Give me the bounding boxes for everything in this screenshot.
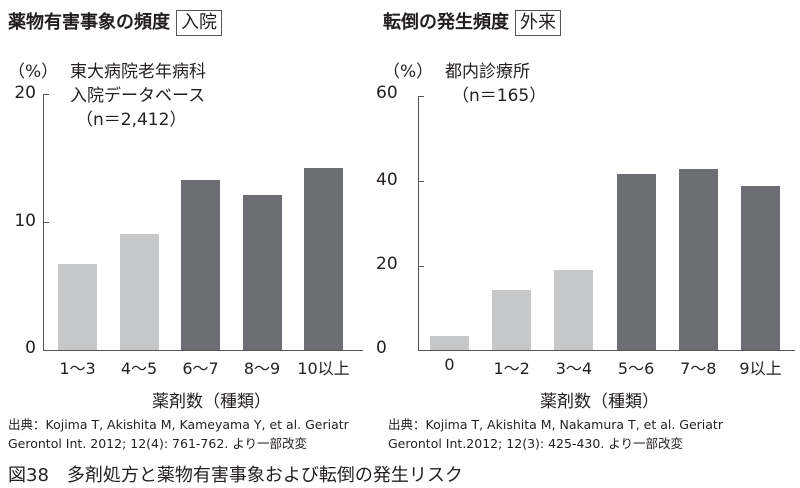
right-chart-title: 転倒の発生頻度 外来	[383, 8, 561, 36]
right-ytick-20: 20	[376, 254, 398, 274]
bar	[181, 179, 220, 350]
right-tag-outpatient: 外来	[515, 10, 561, 36]
right-unit: （%）	[383, 62, 434, 82]
right-ytick-0: 0	[376, 338, 387, 358]
bar	[554, 269, 594, 350]
right-source-line-2: Gerontol Int.2012; 12(3): 425-430. より一部改…	[388, 436, 684, 451]
right-y-axis	[418, 96, 419, 351]
right-x-axis	[418, 350, 795, 351]
right-note-line-1: 都内診療所	[445, 62, 530, 82]
x-category-label: 5〜6	[617, 359, 655, 378]
left-ytick-10: 10	[14, 211, 36, 231]
x-category-label: 10以上	[297, 359, 350, 378]
left-tag-inpatient: 入院	[176, 10, 222, 36]
bar	[119, 233, 159, 350]
bar	[58, 264, 97, 350]
right-ytick-60: 60	[376, 83, 398, 103]
right-note-line-2: （n＝165）	[452, 86, 547, 106]
right-source-line-1: 出典：Kojima T, Akishita M, Nakamura T, et …	[388, 417, 723, 432]
left-source-line-1: 出典：Kojima T, Akishita M, Kameyama Y, et …	[8, 417, 349, 432]
bar	[492, 289, 532, 350]
left-ytick-mark	[43, 222, 49, 223]
x-category-label: 6〜7	[182, 359, 219, 378]
x-category-label: 4〜5	[120, 359, 158, 378]
left-note-line-1: 東大病院老年病科	[70, 62, 206, 82]
figure-caption: 図38 多剤処方と薬物有害事象および転倒の発生リスク	[8, 465, 463, 486]
left-note-line-3: （n＝2,412）	[76, 110, 187, 130]
x-category-label: 1〜2	[493, 359, 530, 378]
bar	[616, 174, 656, 350]
left-x-axis	[43, 350, 363, 351]
right-ytick-40: 40	[376, 170, 398, 190]
left-ytick-mark	[43, 94, 49, 95]
right-ytick-mark	[418, 96, 424, 97]
x-category-label: 8〜9	[243, 359, 281, 378]
left-ytick-0: 0	[25, 338, 36, 358]
right-ytick-mark	[418, 181, 424, 182]
left-xlabel: 薬剤数（種類）	[152, 392, 271, 412]
bar	[430, 336, 469, 350]
left-chart-title: 薬物有害事象の頻度 入院	[8, 8, 222, 36]
bar	[242, 195, 282, 350]
left-unit: （%）	[8, 62, 59, 82]
right-title-text: 転倒の発生頻度	[383, 12, 509, 33]
x-category-label: 0	[444, 355, 455, 374]
right-xlabel: 薬剤数（種類）	[540, 392, 659, 412]
x-category-label: 1〜3	[59, 359, 96, 378]
left-ytick-20: 20	[14, 83, 36, 103]
x-category-label: 9以上	[739, 359, 782, 378]
right-ytick-mark	[418, 266, 424, 267]
bar	[741, 186, 780, 350]
left-note-line-2: 入院データベース	[70, 86, 206, 106]
x-category-label: 3〜4	[555, 359, 593, 378]
bar	[304, 168, 343, 350]
x-category-label: 7〜8	[680, 359, 717, 378]
left-title-text: 薬物有害事象の頻度	[8, 12, 170, 33]
left-source-line-2: Gerontol Int. 2012; 12(4): 761-762. より一部…	[8, 436, 307, 451]
bar	[678, 169, 718, 350]
